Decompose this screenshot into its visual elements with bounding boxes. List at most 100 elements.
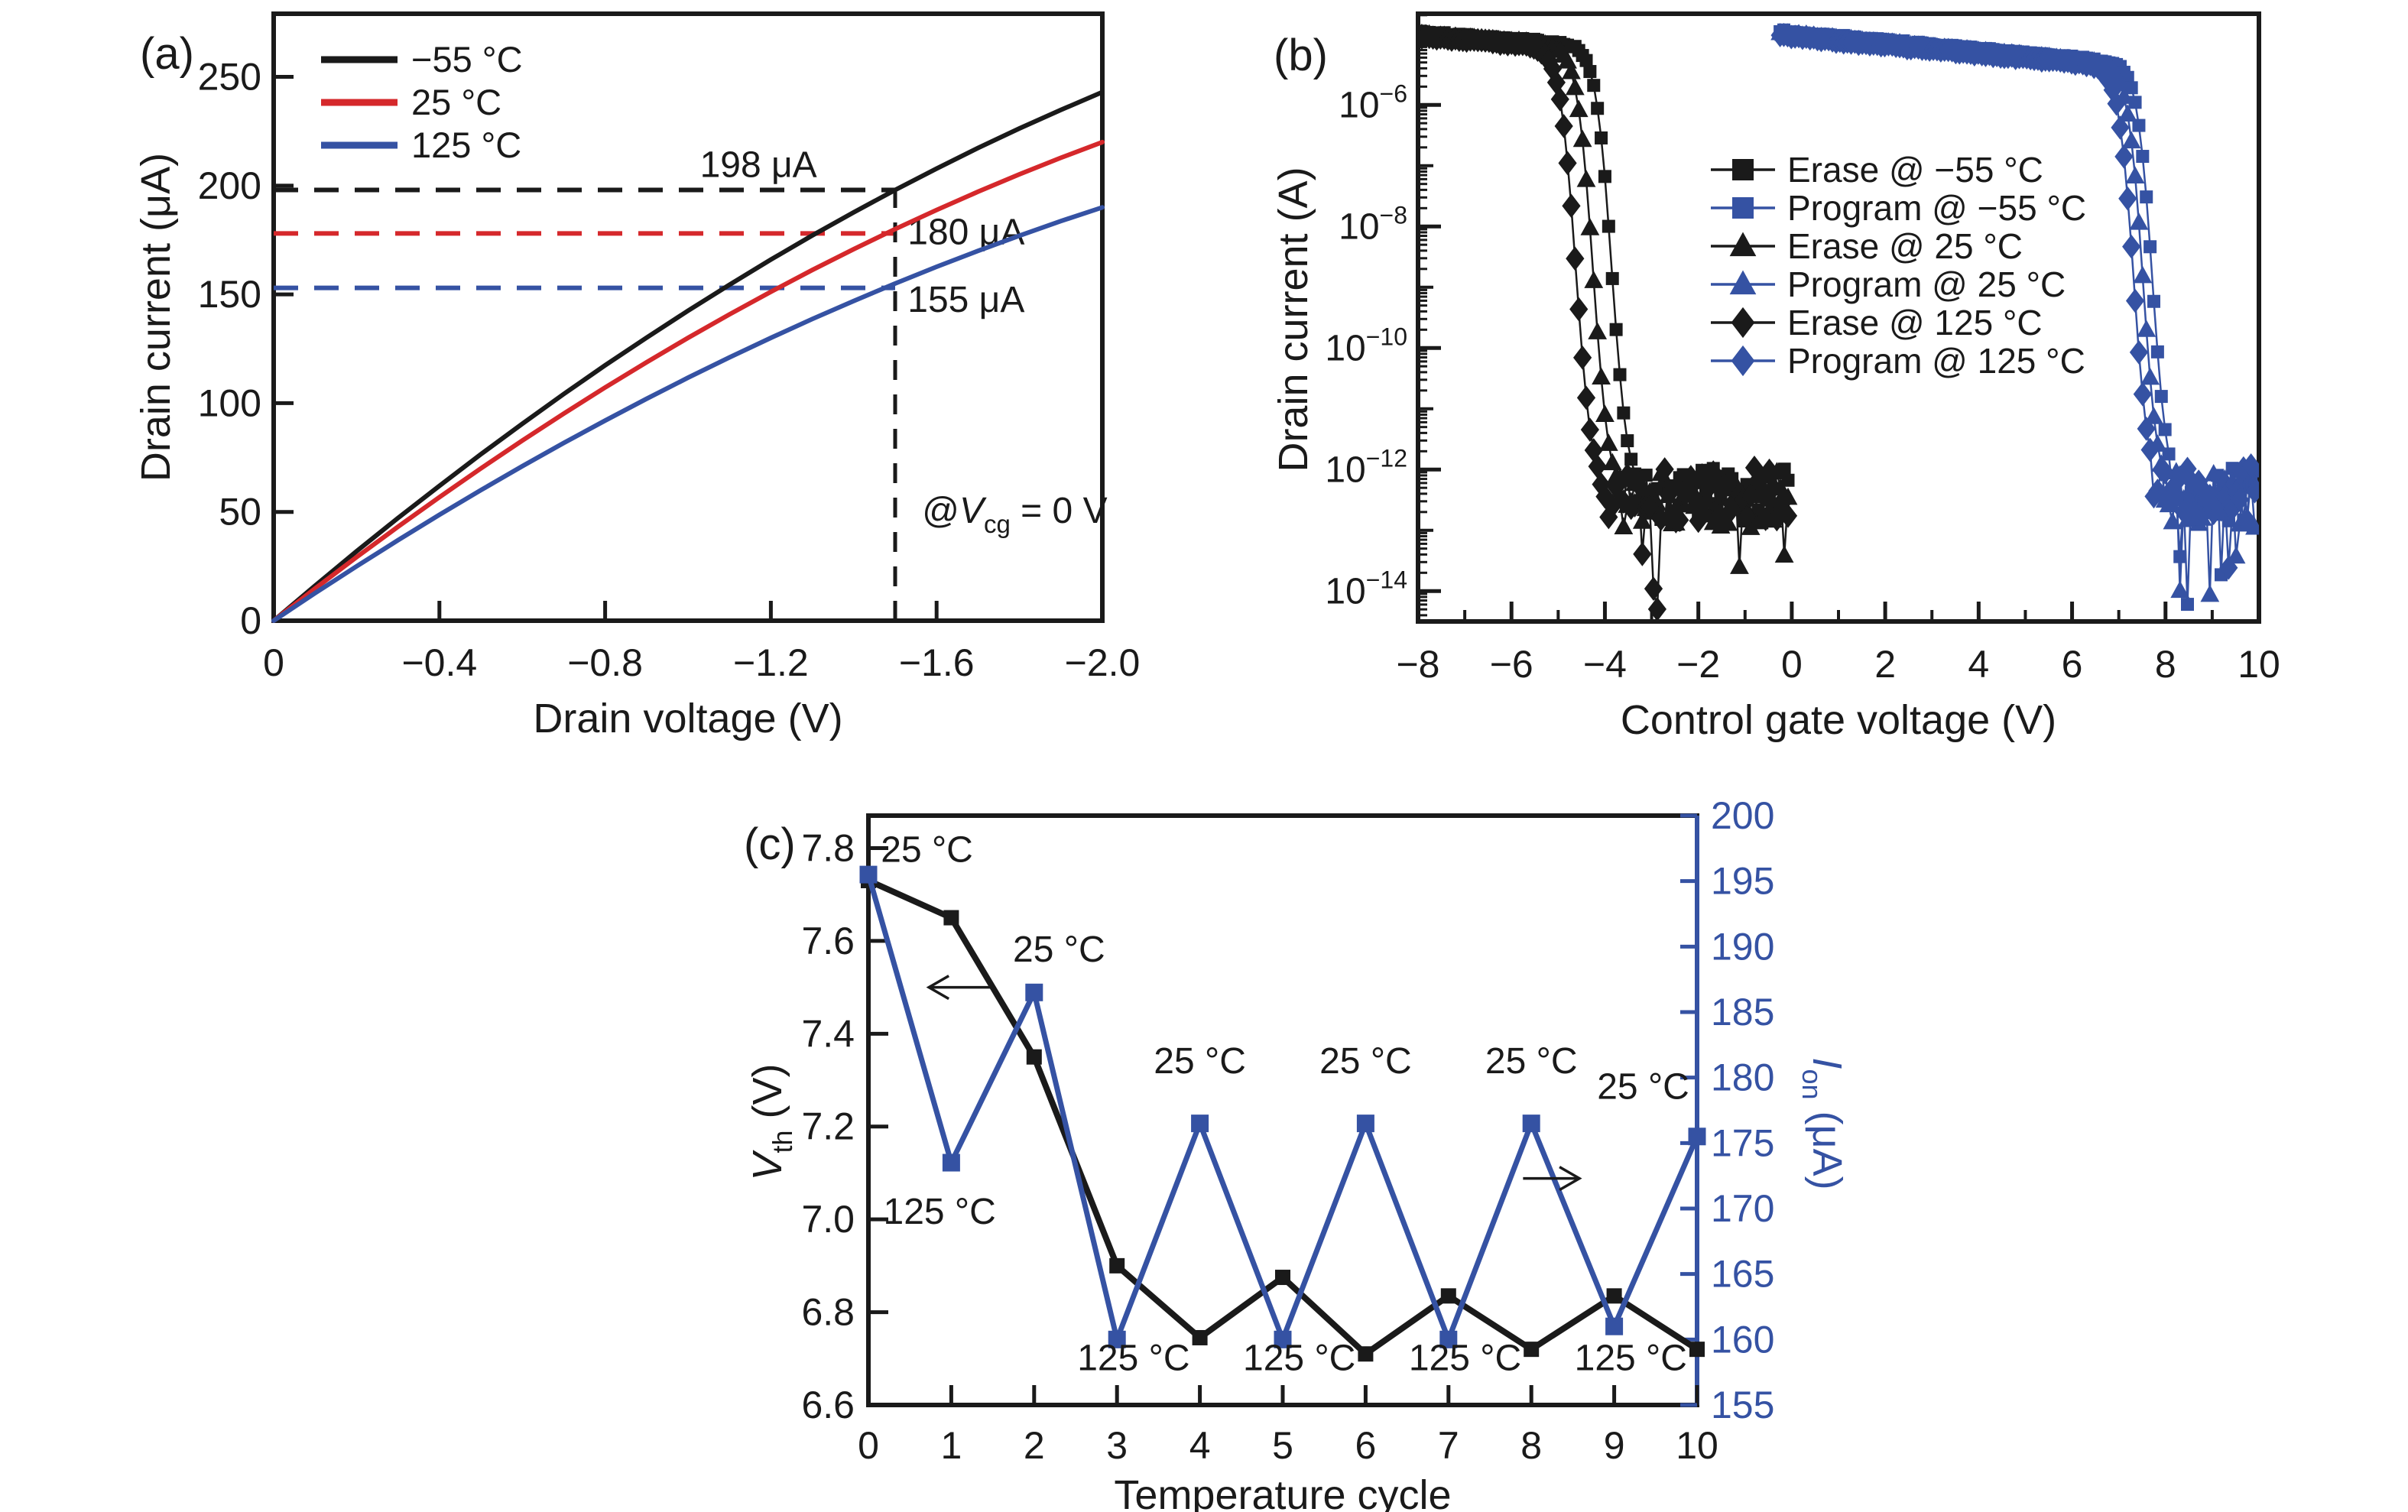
marker-square — [1688, 1128, 1706, 1146]
tspan: = 0 V — [1011, 491, 1108, 531]
marker-diamond — [1647, 597, 1666, 621]
marker-diamond — [1756, 507, 1775, 531]
y-tick-label: 200 — [198, 164, 261, 207]
marker-diamond — [1595, 484, 1615, 509]
marker-square — [1026, 1049, 1042, 1065]
legend-label: Program @ −55 °C — [1787, 188, 2086, 228]
legend-label: Erase @ −55 °C — [1787, 150, 2043, 190]
marker-triangle — [2118, 104, 2137, 122]
x-tick-label: 4 — [1968, 643, 1989, 686]
marker-square — [1621, 434, 1634, 448]
marker-diamond — [2118, 186, 2137, 211]
marker-diamond — [2129, 340, 2149, 365]
marker-square — [1358, 1346, 1374, 1362]
x-tick-label: −6 — [1490, 643, 1533, 686]
y-right-tick-label: 190 — [1711, 925, 1774, 968]
y-tick-label: 250 — [198, 56, 261, 99]
x-tick-label: 8 — [1520, 1424, 1542, 1467]
marker-diamond — [2156, 460, 2175, 485]
marker-diamond — [1659, 482, 1678, 508]
marker-diamond — [2230, 487, 2250, 512]
marker-square — [859, 865, 878, 884]
tspan: on — [1796, 1069, 1828, 1099]
temperature-annotation: 125 °C — [1575, 1338, 1687, 1378]
y-left-tick-label: 7.8 — [801, 826, 855, 869]
marker-triangle — [1572, 129, 1592, 148]
legend-marker — [1732, 159, 1754, 180]
marker-triangle — [1580, 218, 1600, 235]
marker-square — [1109, 1257, 1125, 1274]
y-left-tick-label: 7.4 — [801, 1012, 855, 1055]
marker-square — [1192, 1329, 1208, 1345]
legend-marker — [1729, 270, 1757, 295]
panel-a-guides: 198 μA 180 μA 155 μA — [274, 144, 1024, 621]
x-tick-label: 4 — [1189, 1424, 1211, 1467]
marker-diamond — [2114, 144, 2134, 169]
x-tick-label: −1.2 — [733, 641, 809, 684]
series-4 — [1418, 24, 1798, 621]
marker-triangle — [2129, 212, 2149, 230]
marker-diamond — [2238, 508, 2257, 533]
marker-diamond — [1681, 465, 1700, 489]
marker-triangle — [1595, 404, 1615, 422]
y-right-tick-label: 160 — [1711, 1318, 1774, 1361]
series-ion — [859, 865, 1706, 1348]
marker-diamond — [2245, 479, 2259, 504]
x-tick-label: −0.8 — [567, 641, 643, 684]
x-tick-label: 0 — [858, 1424, 879, 1467]
x-tick-label: 6 — [1355, 1424, 1376, 1467]
marker-diamond — [1738, 505, 1757, 530]
y-tick-label: 10−8 — [1339, 201, 1407, 247]
marker-square — [1108, 1330, 1126, 1348]
y-left-tick-label: 7.6 — [801, 920, 855, 962]
tspan: −12 — [1366, 444, 1407, 472]
marker-diamond — [1744, 456, 1764, 480]
marker-triangle — [1562, 61, 1581, 79]
legend-label: 125 °C — [411, 125, 521, 165]
temperature-annotation: 25 °C — [1013, 930, 1105, 970]
marker-diamond — [2174, 499, 2193, 524]
marker-triangle — [2200, 584, 2220, 602]
y-right-tick-label: 155 — [1711, 1384, 1774, 1426]
x-tick-label: −1.6 — [899, 641, 975, 684]
series-5 — [1770, 22, 2259, 580]
legend-marker — [1732, 197, 1754, 219]
temperature-annotation: 25 °C — [1485, 1041, 1578, 1082]
y-tick-label: 0 — [240, 599, 261, 642]
temperature-annotation: 125 °C — [1243, 1338, 1355, 1378]
marker-diamond — [1625, 493, 1644, 518]
marker-diamond — [2186, 501, 2205, 526]
y-left-tick-label: 7.2 — [801, 1105, 855, 1148]
marker-diamond — [2103, 77, 2122, 102]
tspan: @ — [922, 491, 959, 531]
marker-diamond — [1566, 246, 1585, 271]
arrow-head — [926, 975, 950, 1001]
y-left-tick-label: 7.0 — [801, 1198, 855, 1241]
tspan: V — [745, 1150, 790, 1181]
marker-diamond — [1550, 87, 1569, 112]
marker-square — [2140, 190, 2153, 204]
marker-diamond — [2241, 453, 2259, 478]
x-tick-label: 6 — [2062, 643, 2083, 686]
marker-triangle — [1614, 517, 1634, 535]
tspan: cg — [984, 510, 1011, 538]
marker-diamond — [1543, 57, 1563, 81]
marker-square — [942, 1153, 960, 1172]
marker-diamond — [2219, 555, 2238, 580]
marker-square — [1191, 1115, 1209, 1133]
y-tick-label: 150 — [198, 273, 261, 316]
marker-diamond — [1558, 151, 1577, 176]
marker-square — [2132, 118, 2146, 132]
panel-a-y-axis-title: Drain current (μA) — [133, 153, 179, 482]
marker-diamond — [2166, 485, 2186, 509]
temperature-annotation: 125 °C — [1077, 1338, 1189, 1378]
panel-c: 0 1 2 3 4 5 6 7 8 9 10 6.6 6.8 7.0 7.2 7.4 7.6 7.8 155 160 1… — [745, 794, 1850, 1467]
legend-label: 25 °C — [411, 82, 501, 122]
marker-square — [1613, 368, 1627, 381]
tspan: (V) — [745, 1063, 790, 1130]
marker-square — [1025, 983, 1043, 1001]
marker-square — [2150, 345, 2164, 359]
marker-square — [1602, 219, 1615, 233]
legend-marker — [1729, 232, 1757, 257]
